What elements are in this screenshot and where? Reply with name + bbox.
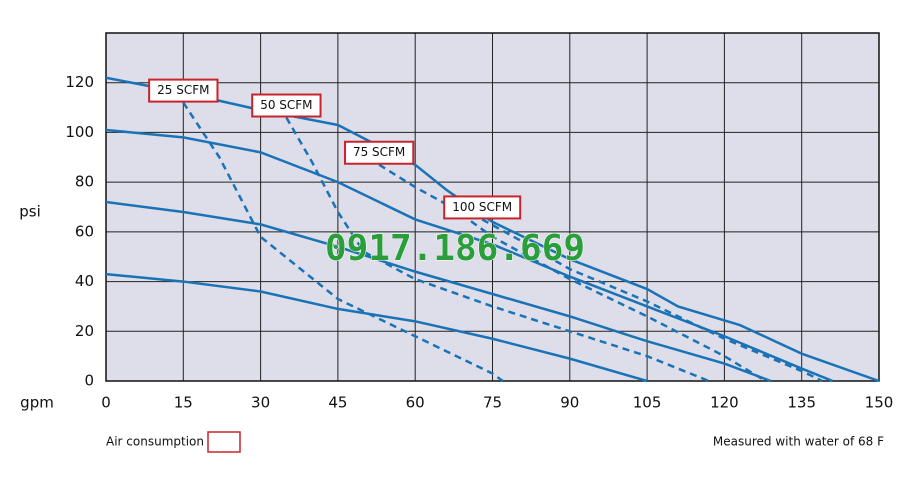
series-label-box bbox=[443, 195, 522, 220]
x-tick-label: 150 bbox=[865, 394, 894, 412]
x-tick-label: 30 bbox=[251, 394, 270, 412]
y-tick-label: 60 bbox=[75, 222, 94, 240]
x-tick-label: 120 bbox=[710, 394, 739, 412]
x-tick-label: 60 bbox=[406, 394, 425, 412]
x-tick-label: 135 bbox=[787, 394, 816, 412]
watermark: 0917.186.669 bbox=[325, 228, 585, 269]
series-line bbox=[105, 128, 834, 383]
series-line bbox=[105, 272, 648, 383]
series-label-box bbox=[343, 140, 415, 165]
series-label: 25 SCFM bbox=[157, 83, 209, 97]
series-line bbox=[105, 200, 772, 383]
series-label: 100 SCFM bbox=[452, 200, 512, 214]
legend-swatch bbox=[207, 431, 241, 453]
series-label: 50 SCFM bbox=[260, 98, 312, 112]
y-tick-label: 20 bbox=[75, 322, 94, 340]
series-line bbox=[182, 101, 504, 383]
footnote: Measured with water of 68 F bbox=[713, 435, 884, 449]
x-tick-label: 15 bbox=[174, 394, 193, 412]
y-axis-label: psi bbox=[19, 203, 41, 221]
y-tick-label: 0 bbox=[84, 372, 94, 390]
plot-border bbox=[105, 32, 880, 382]
x-tick-label: 105 bbox=[633, 394, 662, 412]
x-axis-label: gpm bbox=[20, 394, 54, 412]
y-tick-label: 80 bbox=[75, 173, 94, 191]
legend-label: Air consumption bbox=[106, 435, 204, 449]
series-line bbox=[378, 163, 767, 383]
y-tick-label: 100 bbox=[65, 123, 94, 141]
y-tick-label: 40 bbox=[75, 272, 94, 290]
series-label: 75 SCFM bbox=[353, 145, 405, 159]
x-tick-label: 0 bbox=[101, 394, 111, 412]
x-tick-label: 90 bbox=[560, 394, 579, 412]
x-tick-label: 45 bbox=[328, 394, 347, 412]
series-line bbox=[481, 218, 823, 383]
series-label-box bbox=[251, 93, 322, 118]
y-tick-label: 120 bbox=[65, 73, 94, 91]
x-tick-label: 75 bbox=[483, 394, 502, 412]
series-label-box bbox=[148, 78, 219, 103]
